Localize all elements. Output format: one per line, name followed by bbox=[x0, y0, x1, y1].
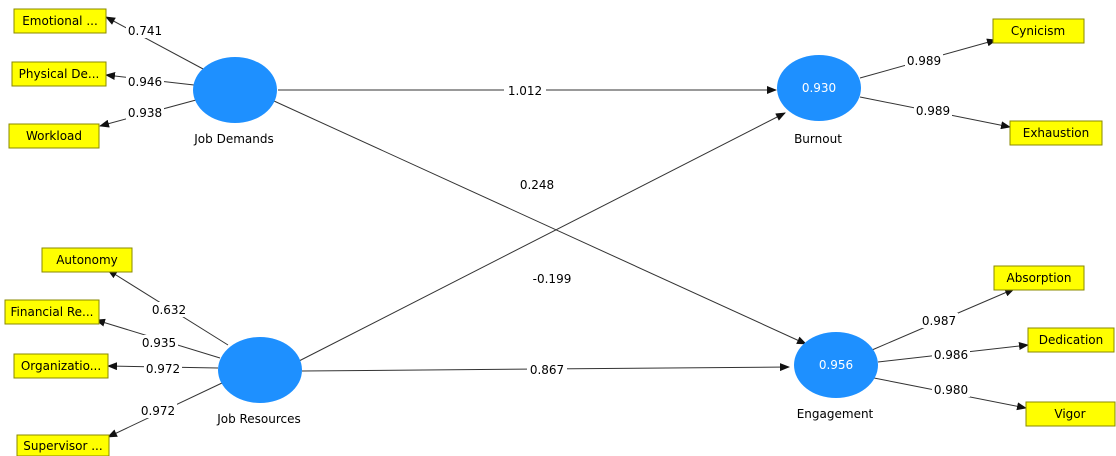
latent-engagement-label: Engagement bbox=[797, 407, 874, 421]
latent-job-resources[interactable] bbox=[218, 337, 302, 403]
indicator-vigor: Vigor bbox=[1054, 407, 1085, 421]
indicator-cynicism-box[interactable] bbox=[992, 18, 1085, 44]
indicator-workload-box[interactable] bbox=[8, 123, 100, 149]
indicator-absorption: Absorption bbox=[1007, 271, 1072, 285]
loading-dedication: 0.986 bbox=[934, 348, 968, 362]
edge-emotional bbox=[105, 16, 206, 71]
indicator-autonomy-box[interactable] bbox=[41, 247, 133, 273]
loading-vigor: 0.980 bbox=[934, 383, 968, 397]
latent-burnout[interactable] bbox=[777, 55, 861, 121]
indicator-autonomy: Autonomy bbox=[56, 253, 118, 267]
loading-exhaustion: 0.989 bbox=[916, 104, 950, 118]
indicator-organizational: Organizatio... bbox=[21, 359, 101, 373]
loading-physical: 0.946 bbox=[128, 75, 162, 89]
indicator-absorption-box[interactable] bbox=[993, 265, 1085, 291]
loading-cynicism: 0.989 bbox=[907, 54, 941, 68]
indicator-workload: Workload bbox=[26, 129, 82, 143]
path-jr-burnout: -0.199 bbox=[533, 272, 572, 286]
indicator-emotional: Emotional ... bbox=[22, 14, 98, 28]
loading-emotional: 0.741 bbox=[128, 24, 162, 38]
indicator-cynicism: Cynicism bbox=[1011, 24, 1065, 38]
latent-job-demands[interactable] bbox=[193, 57, 277, 123]
latent-job-resources-label: Job Resources bbox=[216, 412, 301, 426]
indicator-physical-box[interactable] bbox=[11, 61, 107, 87]
indicator-dedication-box[interactable] bbox=[1027, 327, 1115, 353]
indicator-exhaustion-box[interactable] bbox=[1009, 120, 1103, 146]
path-jd-engagement: 0.248 bbox=[520, 178, 554, 192]
indicator-organizational-box[interactable] bbox=[13, 353, 109, 379]
indicator-financial-box[interactable] bbox=[4, 299, 100, 325]
indicator-exhaustion: Exhaustion bbox=[1023, 126, 1090, 140]
indicator-dedication: Dedication bbox=[1039, 333, 1104, 347]
path-jr-engagement: 0.867 bbox=[530, 363, 564, 377]
loading-financial: 0.935 bbox=[142, 336, 176, 350]
indicator-supervisor: Supervisor ... bbox=[23, 439, 102, 453]
edge-jd-engagement bbox=[273, 100, 807, 345]
loading-organizational: 0.972 bbox=[146, 362, 180, 376]
edge-jr-burnout bbox=[298, 112, 786, 362]
indicator-physical: Physical De... bbox=[19, 67, 100, 81]
indicator-supervisor-box[interactable] bbox=[16, 434, 110, 456]
latent-burnout-label: Burnout bbox=[794, 132, 842, 146]
loading-autonomy: 0.632 bbox=[152, 303, 186, 317]
latent-job-demands-label: Job Demands bbox=[193, 132, 273, 146]
loading-workload: 0.938 bbox=[128, 106, 162, 120]
loading-absorption: 0.987 bbox=[922, 314, 956, 328]
loading-supervisor: 0.972 bbox=[141, 404, 175, 418]
latent-burnout-r2: 0.930 bbox=[802, 81, 836, 95]
indicator-vigor-box[interactable] bbox=[1025, 401, 1116, 427]
indicator-financial: Financial Re... bbox=[11, 305, 94, 319]
latent-engagement-r2: 0.956 bbox=[819, 358, 853, 372]
indicator-emotional-box[interactable] bbox=[13, 8, 107, 34]
latent-engagement[interactable] bbox=[794, 332, 878, 398]
path-jd-burnout: 1.012 bbox=[508, 84, 542, 98]
